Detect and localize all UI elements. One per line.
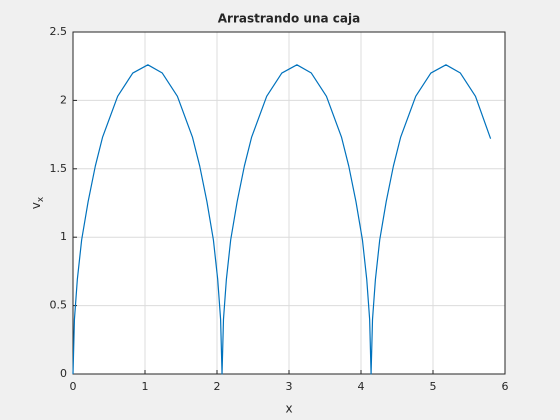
x-tick-label: 1: [142, 380, 149, 393]
x-tick-label: 4: [358, 380, 365, 393]
y-tick-label: 2: [60, 93, 67, 106]
data-line: [72, 64, 492, 375]
x-tick-label: 2: [214, 380, 221, 393]
x-tick-label: 6: [502, 380, 509, 393]
y-tick-label: 0.5: [50, 299, 68, 312]
x-tick-label: 0: [70, 380, 77, 393]
y-tick-label: 1.5: [50, 162, 68, 175]
y-tick-label: 2.5: [50, 25, 68, 38]
y-axis-label-main: v: [29, 202, 43, 209]
y-tick-label: 1: [60, 230, 67, 243]
y-axis-label-subscript: x: [36, 196, 46, 202]
y-axis-label: vx: [29, 196, 46, 209]
x-axis-label: x: [285, 402, 292, 416]
x-tick-label: 5: [430, 380, 437, 393]
y-tick-label: 0: [60, 367, 67, 380]
x-tick-label: 3: [286, 380, 293, 393]
axes-box: [72, 31, 506, 375]
chart-title: Arrastrando una caja: [218, 12, 360, 26]
